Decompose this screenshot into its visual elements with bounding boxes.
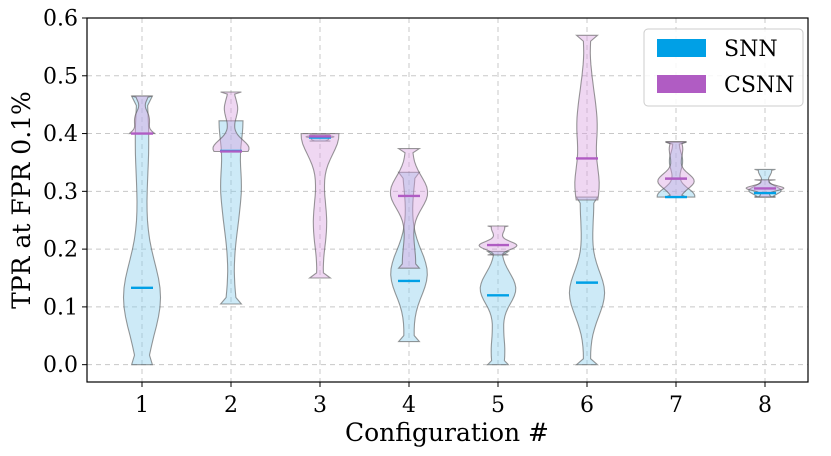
x-tick-label: 2 (224, 393, 238, 418)
y-tick-label: 0.2 (43, 238, 78, 263)
x-axis: 1 2 3 4 5 6 7 8 (135, 382, 772, 418)
violin-snn-1 (122, 95, 162, 366)
violin-csnn-6 (574, 34, 600, 201)
violins (122, 34, 785, 366)
x-tick-label: 4 (402, 393, 416, 418)
y-axis-title: TPR at FPR 0.1% (7, 91, 36, 309)
violin-csnn-4 (389, 148, 429, 269)
violin-snn-4 (390, 171, 428, 343)
y-tick-label: 0.1 (43, 295, 78, 320)
x-tick-label: 3 (313, 393, 327, 418)
x-tick-label: 8 (758, 393, 772, 418)
violin-snn-2 (218, 120, 244, 305)
x-tick-label: 1 (135, 393, 149, 418)
violin-csnn-2 (212, 91, 250, 153)
y-tick-label: 0.6 (43, 7, 78, 32)
legend-label-csnn: CSNN (724, 73, 794, 98)
x-tick-label: 7 (669, 393, 683, 418)
y-axis: 0.0 0.1 0.2 0.3 0.4 0.5 0.6 (43, 7, 87, 378)
y-tick-label: 0.3 (43, 180, 78, 205)
plot-frame (86, 17, 809, 383)
median-lines (131, 132, 776, 297)
x-tick-label: 5 (491, 393, 505, 418)
legend: SNN CSNN (643, 28, 804, 107)
x-tick-label: 6 (580, 393, 594, 418)
x-axis-title: Configuration # (345, 418, 549, 447)
violin-snn-6 (568, 196, 606, 366)
violin-snn-5 (479, 250, 517, 366)
violin-csnn-3 (300, 133, 340, 279)
legend-swatch-snn (657, 39, 706, 57)
violin-csnn-7 (657, 141, 695, 198)
y-tick-label: 0.0 (43, 353, 78, 378)
violin-snn-7 (656, 141, 696, 198)
legend-label-snn: SNN (724, 37, 778, 62)
y-tick-label: 0.5 (43, 64, 78, 89)
violin-csnn-5 (478, 225, 518, 256)
legend-swatch-csnn (657, 75, 706, 93)
violin-csnn-1 (127, 95, 157, 135)
y-tick-label: 0.4 (43, 122, 78, 147)
